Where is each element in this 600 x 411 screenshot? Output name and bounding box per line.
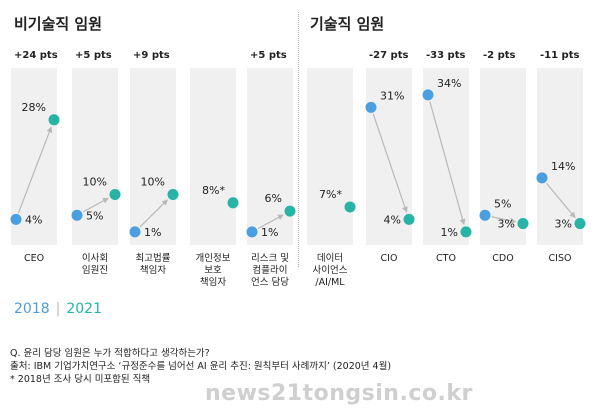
value-label-2021: 3% <box>555 218 572 231</box>
trend-arrow <box>82 197 109 213</box>
value-label-2018: 14% <box>551 160 575 173</box>
category-label: 사이언스 <box>313 264 348 276</box>
trend-arrow <box>491 216 517 224</box>
trend-arrow <box>546 182 576 219</box>
value-label-2018: 34% <box>437 77 461 90</box>
change-label: +9 pts <box>133 50 170 61</box>
point-2018 <box>129 226 141 238</box>
trend-arrow <box>429 101 466 226</box>
notes: Q. 윤리 담당 임원은 누가 적합하다고 생각하는가? 출처: IBM 기업가… <box>10 347 391 386</box>
category-label: 컴플라이 <box>253 264 288 276</box>
category-label: CISO <box>549 253 572 264</box>
footnote: * 2018년 조사 당시 미포함된 직책 <box>10 374 151 385</box>
category-label: 책임자 <box>140 264 166 276</box>
point-2018 <box>536 172 548 184</box>
tech-group-title: 기술직 임원 <box>310 15 385 33</box>
legend-2021: 2021 <box>66 301 102 317</box>
point-2021 <box>167 189 179 200</box>
value-label-2021: 10% <box>141 176 165 189</box>
category-label: CEO <box>24 253 44 264</box>
trend-arrow <box>139 199 169 228</box>
point-2021 <box>460 226 472 238</box>
point-2021 <box>48 114 60 126</box>
group-divider <box>298 12 299 267</box>
point-2021 <box>227 197 239 209</box>
category-label: CIO <box>381 253 398 264</box>
legend-separator: | <box>55 301 61 317</box>
trend-arrow <box>372 113 408 213</box>
value-label-2021: 8%* <box>202 184 225 197</box>
category-label: 언스 담당 <box>251 276 289 288</box>
point-2021 <box>344 201 356 213</box>
change-label: -11 pts <box>540 50 579 61</box>
category-label: 데이터 <box>317 253 343 264</box>
category-label: 보호 <box>204 265 222 276</box>
point-2018 <box>10 213 22 225</box>
value-label-2018: 1% <box>261 226 278 239</box>
category-label: CTO <box>436 253 456 264</box>
value-label-2018: 5% <box>86 209 103 222</box>
change-label: +5 pts <box>75 50 112 61</box>
value-label-2021: 1% <box>441 226 458 239</box>
point-2021 <box>284 205 296 217</box>
change-label: +5 pts <box>250 50 287 61</box>
category-label: 이사회 <box>82 253 108 264</box>
category-label: 리스크 및 <box>251 252 289 264</box>
value-label-2018: 31% <box>380 89 404 102</box>
category-label: /AI/ML <box>315 277 345 288</box>
column-strip <box>366 68 412 245</box>
source-note: 출처: IBM 기업가치연구소 ‘규정준수를 넘어선 AI 윤리 추진: 원칙부… <box>10 361 392 372</box>
watermark: news21tongsin.co.kr <box>205 381 473 406</box>
point-2018 <box>365 101 377 113</box>
category-label: 임원진 <box>82 264 108 276</box>
point-2021 <box>574 218 586 230</box>
point-2018 <box>71 209 83 221</box>
change-label: -2 pts <box>483 50 516 61</box>
category-label: 개인정보 <box>196 253 231 264</box>
category-label: 책임자 <box>200 276 226 288</box>
value-label-2021: 7%* <box>319 188 342 201</box>
category-label: 최고법률 <box>136 253 171 264</box>
value-label-2018: 4% <box>25 213 42 226</box>
value-label-2021: 6% <box>265 192 282 205</box>
point-2021 <box>403 213 415 225</box>
change-label: +24 pts <box>14 50 58 61</box>
column-strip <box>247 68 293 245</box>
point-2018 <box>479 209 491 221</box>
survey-question: Q. 윤리 담당 임원은 누가 적합하다고 생각하는가? <box>10 348 210 359</box>
value-label-2021: 3% <box>498 218 515 231</box>
category-label: CDO <box>492 253 513 264</box>
point-2018 <box>246 226 258 238</box>
trend-arrow <box>257 214 284 230</box>
point-2021 <box>109 189 121 200</box>
value-label-2018: 1% <box>144 226 161 239</box>
legend: 2018 | 2021 <box>14 301 102 317</box>
point-2018 <box>422 89 434 101</box>
value-label-2021: 4% <box>384 213 401 226</box>
point-2021 <box>517 218 529 230</box>
column-strip <box>130 68 176 245</box>
non-tech-group-title: 비기술직 임원 <box>14 15 103 33</box>
legend-2018: 2018 <box>14 301 50 317</box>
change-label: -33 pts <box>426 50 465 61</box>
value-label-2018: 5% <box>494 197 511 210</box>
change-label: -27 pts <box>369 50 408 61</box>
column-strip <box>190 68 236 245</box>
value-label-2021: 10% <box>83 176 107 189</box>
trend-arrow <box>17 126 53 214</box>
column-strip <box>307 68 353 245</box>
value-label-2021: 28% <box>22 101 46 114</box>
